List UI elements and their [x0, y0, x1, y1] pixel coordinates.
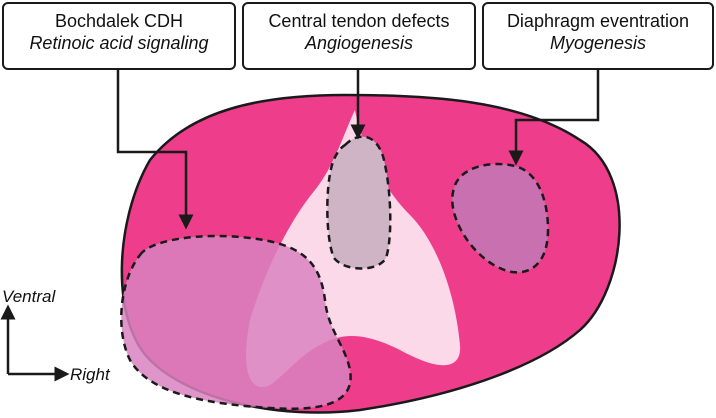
- callout-eventration-subtitle: Myogenesis: [549, 33, 647, 53]
- callout-bochdalek-subtitle: Retinoic acid signaling: [29, 33, 209, 53]
- eventration-region: [451, 162, 550, 274]
- callout-eventration-title: Diaphragm eventration: [506, 11, 690, 31]
- right-label: Right: [70, 365, 110, 384]
- callout-bochdalek: Bochdalek CDH Retinoic acid signaling: [2, 2, 236, 70]
- tendon-defect-region: [326, 135, 392, 270]
- callout-central-tendon-subtitle: Angiogenesis: [304, 33, 414, 53]
- callout-eventration: Diaphragm eventration Myogenesis: [482, 2, 714, 70]
- ventral-label: Ventral: [2, 287, 56, 306]
- callout-central-tendon: Central tendon defects Angiogenesis: [242, 2, 476, 70]
- callout-bochdalek-title: Bochdalek CDH: [54, 11, 184, 31]
- bochdalek-leader: [116, 70, 194, 230]
- bochdalek-region: [120, 234, 352, 410]
- callout-central-tendon-title: Central tendon defects: [268, 11, 450, 31]
- eventration-leader: [508, 70, 600, 166]
